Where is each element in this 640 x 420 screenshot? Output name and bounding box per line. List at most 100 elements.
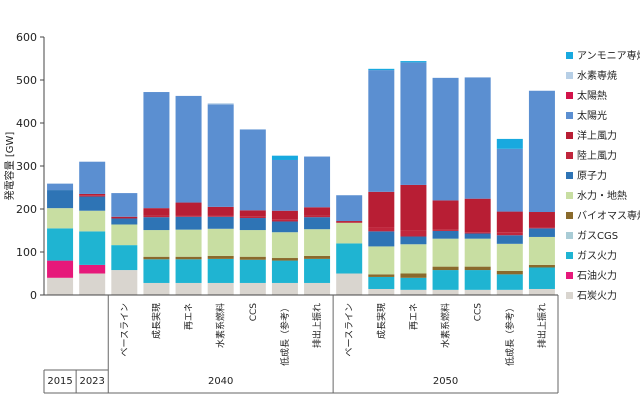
bar-segment xyxy=(368,274,395,277)
x-tick-label: 再エネ xyxy=(184,303,195,330)
bar-segment xyxy=(143,92,170,209)
bar-segment xyxy=(47,228,74,261)
legend-label: 水素専焼 xyxy=(577,69,617,82)
x-tick-label: ベースライン xyxy=(119,303,130,357)
bar-segment xyxy=(432,200,459,230)
bar-segment xyxy=(111,193,138,217)
legend-label: 石油火力 xyxy=(577,269,617,282)
bar-segment xyxy=(496,270,523,275)
bar-segment xyxy=(400,236,427,245)
bar-segment xyxy=(400,273,427,278)
bar-segment xyxy=(271,282,298,295)
bar-segment xyxy=(304,258,331,283)
bar-segment xyxy=(271,155,298,160)
bar-segment xyxy=(79,193,106,196)
x-group-label: 2023 xyxy=(79,376,104,387)
bar-segment xyxy=(464,270,491,290)
bar-segment xyxy=(432,230,459,239)
bar-segment xyxy=(528,228,555,237)
legend-swatch xyxy=(566,152,573,159)
bar-segment xyxy=(496,289,523,295)
bar-segment xyxy=(239,129,266,211)
x-tick-label: 水素系燃料 xyxy=(215,303,227,348)
bar-segment xyxy=(496,235,523,244)
legend-label: 洋上風力 xyxy=(577,129,617,142)
bar-segment xyxy=(496,243,523,271)
bar-segment xyxy=(336,195,363,222)
bar-segment xyxy=(47,190,74,209)
bar-segment xyxy=(143,217,170,231)
x-group-label: 2040 xyxy=(208,376,233,387)
bar-segment xyxy=(111,270,138,295)
x-group-label: 2015 xyxy=(47,376,72,387)
legend-label: 原子力 xyxy=(577,169,607,182)
bar-segment xyxy=(239,216,266,219)
bar-segment xyxy=(528,236,555,265)
bar-segment xyxy=(271,232,298,259)
y-tick-label: 400 xyxy=(16,117,37,130)
bar-segment xyxy=(336,243,363,274)
bar-segment xyxy=(47,183,74,191)
legend-label: バイオマス専焼 xyxy=(577,210,640,222)
bar-segment xyxy=(368,276,395,289)
bar-segment xyxy=(207,206,234,216)
bar-segment xyxy=(175,95,202,203)
bar-segment xyxy=(304,282,331,295)
legend-swatch xyxy=(566,132,573,139)
y-tick-label: 0 xyxy=(30,289,37,302)
legend-swatch xyxy=(566,112,573,119)
x-tick-label: 水素系燃料 xyxy=(440,303,452,348)
bar-segment xyxy=(79,210,106,232)
bar-segment xyxy=(368,246,395,275)
bar-segment xyxy=(304,255,331,259)
bar-segment xyxy=(271,159,298,211)
bar-segment xyxy=(207,103,234,105)
bar-segment xyxy=(368,68,395,71)
bar-segment xyxy=(432,229,459,231)
legend: アンモニア専焼水素専焼太陽熱太陽光洋上風力陸上風力原子力水力・地熱バイオマス専焼… xyxy=(566,50,640,302)
bar-segment xyxy=(400,62,427,185)
bar-segment xyxy=(143,230,170,257)
bar-segment xyxy=(400,230,427,237)
bar-segment xyxy=(304,207,331,216)
bar-segment xyxy=(368,191,395,228)
y-tick-label: 300 xyxy=(16,160,37,173)
legend-swatch xyxy=(566,252,573,259)
bar-segment xyxy=(432,238,459,267)
bar-segment xyxy=(400,277,427,290)
bar-segment xyxy=(271,260,298,283)
bar-segment xyxy=(496,211,523,233)
bar-segment xyxy=(464,238,491,267)
x-axis: ベースライン 成長実現 再エネ 水素系燃料 CCS 低成長（参考） 排出上振れ ベースライン 成… xyxy=(43,294,559,394)
legend-swatch xyxy=(566,272,573,279)
bar-segment xyxy=(143,208,170,216)
legend-swatch xyxy=(566,92,573,99)
bar-segment xyxy=(271,221,298,233)
y-tick-label: 500 xyxy=(16,74,37,87)
legend-label: 太陽熱 xyxy=(577,89,607,102)
bar-segment xyxy=(175,216,202,230)
bar-segment xyxy=(304,215,331,218)
bar-segment xyxy=(304,217,331,230)
bar-segment xyxy=(496,232,523,236)
x-tick-label: 成長実現 xyxy=(375,303,387,339)
bar-segment xyxy=(111,216,138,219)
bar-segment xyxy=(207,258,234,283)
bar-segment xyxy=(528,267,555,289)
bar-segment xyxy=(207,255,234,259)
bar-segment xyxy=(496,138,523,149)
bar-segment xyxy=(400,61,427,63)
y-tick-label: 100 xyxy=(16,246,37,259)
bar-segment xyxy=(175,215,202,217)
bar-segment xyxy=(143,215,170,218)
bar-segment xyxy=(464,232,491,234)
legend-label: 陸上風力 xyxy=(577,149,617,162)
bar-segment xyxy=(79,273,106,295)
bar-segment xyxy=(47,260,74,278)
bar-segment xyxy=(111,245,138,271)
legend-label: 太陽光 xyxy=(577,109,607,122)
x-tick-label: 排出上振れ xyxy=(536,303,548,348)
bar-segment xyxy=(528,264,555,268)
bar-segment xyxy=(111,224,138,246)
